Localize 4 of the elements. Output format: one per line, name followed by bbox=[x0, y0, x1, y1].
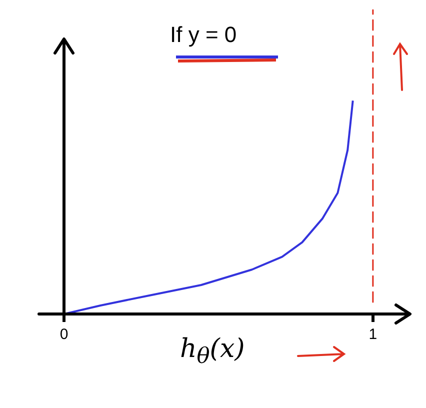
x-axis-title: h$_{θ}$(x) bbox=[180, 334, 245, 370]
x-tick-label: 1 bbox=[368, 326, 378, 344]
x-tick-label: 0 bbox=[60, 326, 68, 344]
chart-title: If y = 0 bbox=[170, 22, 237, 48]
